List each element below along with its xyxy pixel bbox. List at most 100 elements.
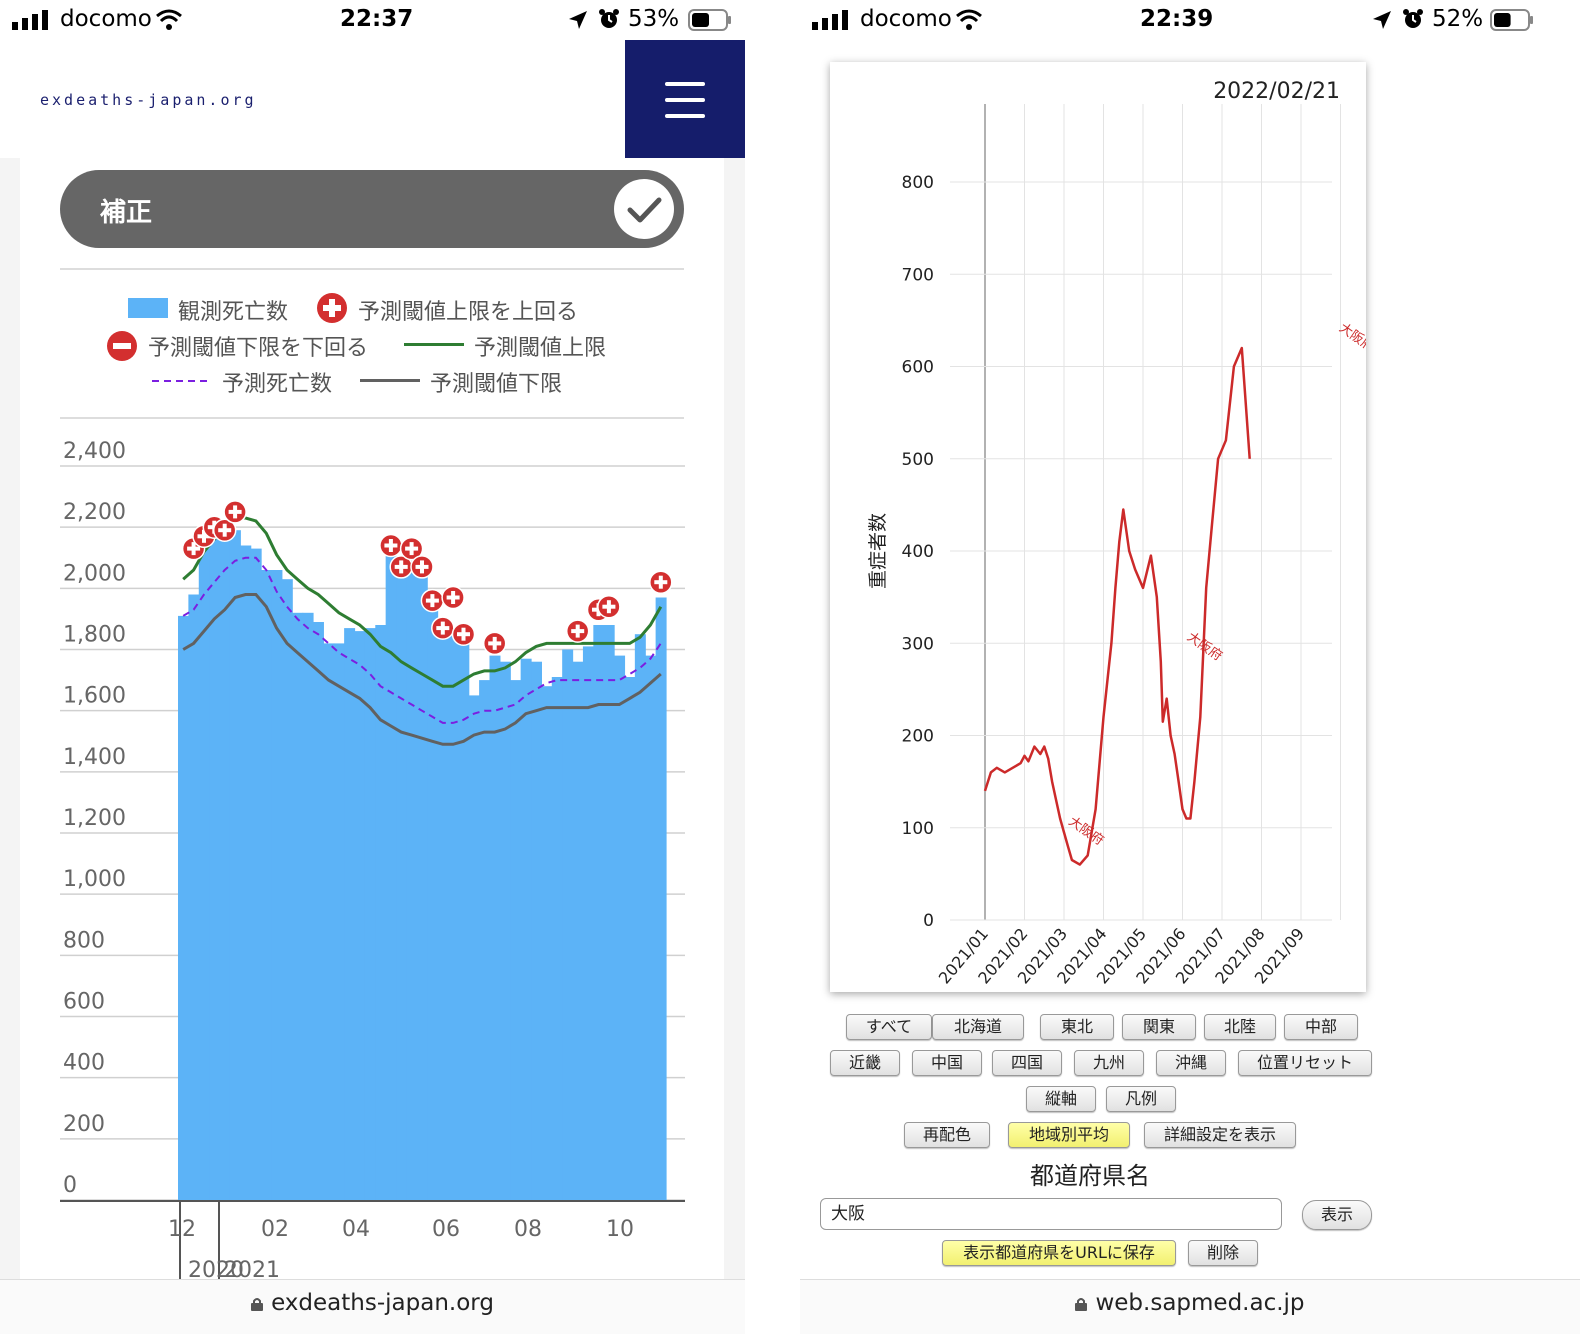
bar <box>479 680 491 1200</box>
y-tick-label: 800 <box>902 173 934 193</box>
legend-upper[interactable]: 予測閾値上限 <box>474 336 607 361</box>
filter-button[interactable]: 再配色 <box>904 1122 990 1148</box>
wifi-icon <box>156 9 182 30</box>
y-tick-label: 100 <box>902 819 934 839</box>
above-upper-marker <box>431 616 455 640</box>
bar <box>499 661 511 1200</box>
correction-toggle[interactable]: 補正 <box>60 170 684 248</box>
alarm-icon <box>1403 9 1423 28</box>
marker-plus-v <box>575 624 580 638</box>
bar <box>562 649 574 1200</box>
y-tick-label: 1,400 <box>63 745 126 770</box>
bar <box>614 655 626 1200</box>
bar <box>240 545 252 1200</box>
y-tick-label: 500 <box>902 450 934 470</box>
browser-url-bar[interactable]: web.sapmed.ac.jp <box>800 1279 1580 1334</box>
right-phone-screen: docomo 22:39 52% 2022/02/21 2021/01 2021/0… <box>800 0 1580 1334</box>
bar <box>406 560 418 1200</box>
filter-button[interactable]: 近畿 <box>830 1050 900 1076</box>
menu-bar-icon <box>665 114 705 118</box>
expected-deaths-line <box>182 556 662 724</box>
browser-url-bar[interactable]: exdeaths-japan.org <box>0 1279 745 1334</box>
checkmark-icon[interactable] <box>614 179 674 239</box>
url-text: web.sapmed.ac.jp <box>1095 1290 1305 1316</box>
filter-button[interactable]: 詳細設定を表示 <box>1144 1122 1296 1148</box>
clock: 22:37 <box>340 6 414 32</box>
y-tick-label: 400 <box>63 1051 105 1076</box>
filter-button[interactable]: 北海道 <box>932 1014 1024 1040</box>
legend-observed[interactable]: 観測死亡数 <box>178 300 289 325</box>
bar <box>593 625 605 1200</box>
marker-plus-v <box>492 636 497 650</box>
marker-plus-v <box>658 575 663 589</box>
bar <box>344 628 356 1200</box>
filter-button[interactable]: 東北 <box>1040 1014 1114 1040</box>
y-tick-label: 2,200 <box>63 500 126 525</box>
y-tick-label: 1,200 <box>63 806 126 831</box>
bar <box>634 634 646 1200</box>
filter-button[interactable]: 凡例 <box>1106 1086 1176 1112</box>
divider <box>60 268 684 270</box>
legend-above-upper[interactable]: 予測閾値上限を上回る <box>358 300 579 325</box>
filter-button[interactable]: 九州 <box>1074 1050 1144 1076</box>
bar <box>188 594 200 1200</box>
filter-button[interactable]: 位置リセット <box>1238 1050 1372 1076</box>
lock-icon <box>1075 1298 1088 1311</box>
minus-marker-icon <box>107 331 137 361</box>
plus-marker-icon <box>317 293 347 323</box>
legend-lower[interactable]: 予測閾値下限 <box>430 372 563 397</box>
y-tick-label: 0 <box>63 1173 77 1198</box>
x-tick-label: 10 <box>606 1217 634 1242</box>
bar <box>458 643 470 1200</box>
bar <box>551 677 563 1200</box>
marker-plus-v <box>451 591 456 604</box>
bar <box>250 548 262 1200</box>
alarm-icon <box>599 9 619 28</box>
above-upper-marker <box>212 518 237 542</box>
bar <box>385 545 397 1200</box>
delete-button[interactable]: 削除 <box>1188 1240 1258 1266</box>
y-tick-label: 2,400 <box>63 439 126 464</box>
observed-bars <box>178 527 667 1201</box>
year-label: 2020 <box>188 1258 244 1280</box>
marker-plus-v <box>222 523 227 537</box>
bar <box>209 536 221 1200</box>
hamburger-menu-button[interactable] <box>625 40 745 158</box>
bar <box>531 661 542 1200</box>
legend-expected[interactable]: 予測死亡数 <box>222 372 333 397</box>
site-logo[interactable]: exdeaths-japan.org <box>40 91 257 109</box>
marker-plus-v <box>399 560 404 574</box>
filter-button[interactable]: 縦軸 <box>1026 1086 1096 1112</box>
filter-button[interactable]: 四国 <box>992 1050 1062 1076</box>
filter-button[interactable]: 中国 <box>912 1050 982 1076</box>
site-header: exdeaths-japan.org <box>0 40 745 158</box>
bar <box>427 597 439 1200</box>
filter-button[interactable]: 沖縄 <box>1156 1050 1226 1076</box>
bar <box>333 643 345 1200</box>
series-label: 大阪府 <box>1066 814 1107 849</box>
show-button[interactable]: 表示 <box>1302 1200 1372 1230</box>
legend-below-lower[interactable]: 予測閾値下限を下回る <box>148 336 369 361</box>
above-upper-marker <box>223 500 247 524</box>
battery-icon <box>688 9 731 31</box>
bar <box>603 625 615 1200</box>
carrier-name: docomo <box>860 6 952 32</box>
y-tick-label: 700 <box>902 265 934 285</box>
filter-button[interactable]: すべて <box>846 1014 932 1040</box>
above-upper-marker <box>420 588 445 613</box>
filter-button[interactable]: 関東 <box>1122 1014 1196 1040</box>
above-upper-marker <box>441 585 465 610</box>
y-tick-label: 200 <box>902 727 934 747</box>
save-url-button[interactable]: 表示都道府県をURLに保存 <box>942 1240 1176 1266</box>
url-text: exdeaths-japan.org <box>271 1290 494 1316</box>
battery-percent: 53% <box>628 6 680 32</box>
legend-upper-swatch <box>404 343 464 346</box>
bar <box>375 625 387 1200</box>
above-upper-marker <box>597 594 621 619</box>
filter-button[interactable]: 中部 <box>1284 1014 1358 1040</box>
filter-button[interactable]: 地域別平均 <box>1008 1122 1130 1148</box>
above-upper-marker <box>565 619 590 643</box>
bar <box>271 570 283 1200</box>
filter-button[interactable]: 北陸 <box>1204 1014 1276 1040</box>
prefecture-input[interactable]: 大阪 <box>820 1198 1282 1230</box>
